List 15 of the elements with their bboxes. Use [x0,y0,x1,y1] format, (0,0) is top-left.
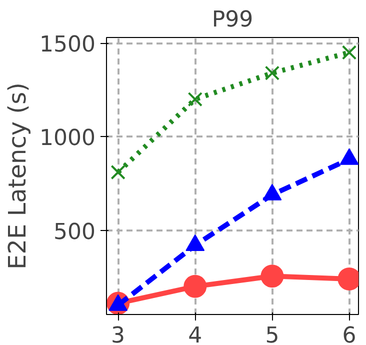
point [342,45,357,60]
x-tick-label: 5 [265,324,280,345]
x-tick-label: 3 [111,324,126,345]
x-tick-label: 4 [188,324,202,345]
x-tick-label: 6 [342,324,356,345]
point [264,66,280,80]
point [184,274,207,298]
point [110,164,126,180]
y-tick-label: 1000 [40,126,96,152]
y-tick-label: 1500 [40,32,96,58]
point [188,92,202,107]
chart-title: P99 [212,8,254,32]
point [260,264,284,288]
y-tick-label: 500 [54,220,96,245]
y-axis-title: E2E Latency (s) [4,82,32,270]
